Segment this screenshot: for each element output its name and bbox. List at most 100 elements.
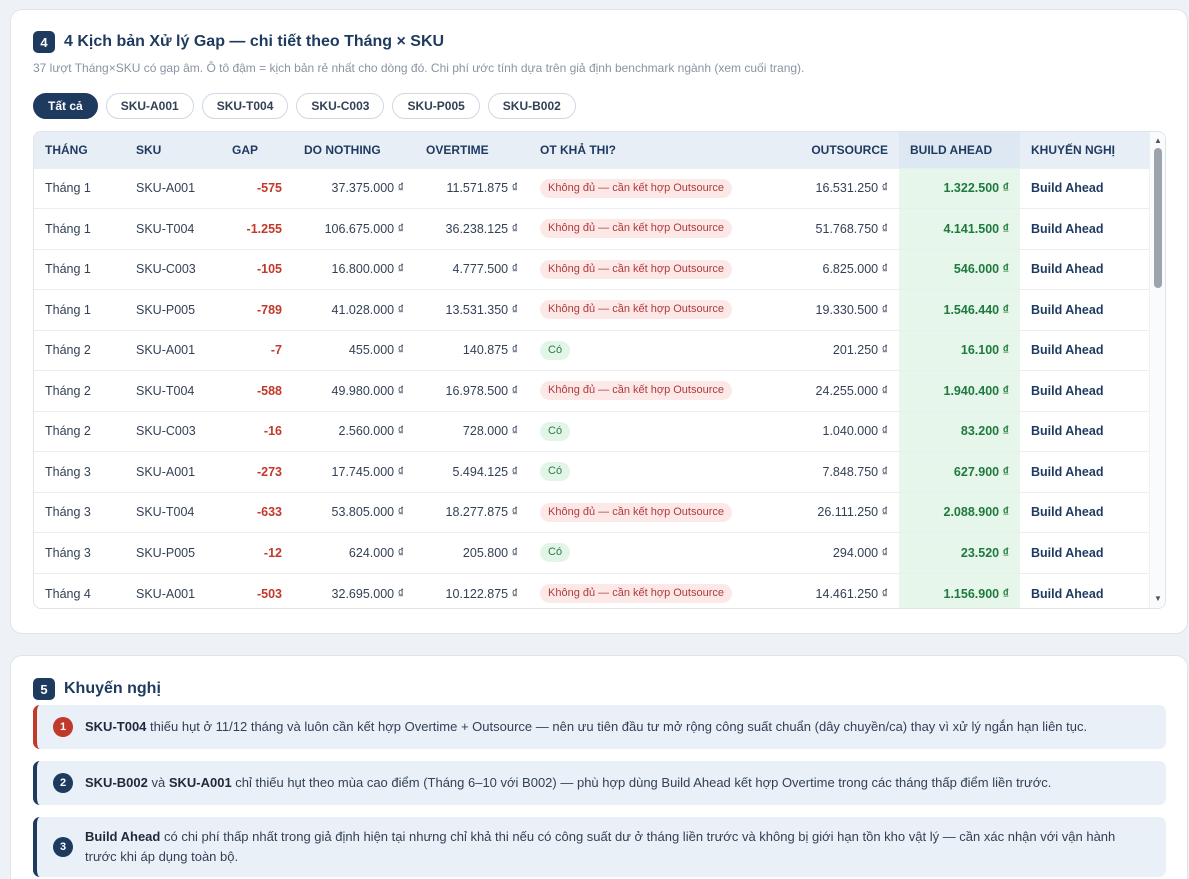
cell-build-ahead: 1.156.900 ₫	[899, 573, 1020, 608]
cell-build-ahead: 16.100 ₫	[899, 330, 1020, 371]
column-header-build-ahead[interactable]: BUILD AHEAD	[899, 132, 1020, 168]
cell-month: Tháng 3	[45, 505, 91, 520]
section-title: Khuyến nghị	[64, 680, 161, 697]
filter-chip-all[interactable]: Tất cả	[33, 93, 98, 119]
cell-recommendation: Build Ahead	[1031, 262, 1104, 277]
cell-overtime: 18.277.875 ₫	[445, 505, 518, 520]
cell-sku: SKU-A001	[136, 343, 196, 358]
column-header-gap[interactable]: GAP	[232, 142, 259, 157]
cell-gap: -7	[270, 343, 282, 358]
table-row: Tháng 3 SKU-A001 -273 17.745.000 ₫ 5.494.125…	[34, 451, 1151, 492]
cell-overtime: 10.122.875 ₫	[445, 586, 518, 601]
table-scrollbar[interactable]: ▲ ▼	[1149, 132, 1165, 608]
ot-feasibility-badge: Có	[540, 462, 571, 482]
column-header-overtime[interactable]: OVERTIME	[426, 142, 489, 157]
cell-month: Tháng 1	[45, 181, 91, 196]
recommendation-item: 2 SKU-B002 và SKU-A001 chỉ thiếu hụt the…	[33, 761, 1166, 805]
section-number-badge: 5	[33, 678, 55, 700]
cell-build-ahead: 4.141.500 ₫	[899, 208, 1020, 249]
cell-gap: -1.255	[246, 221, 282, 236]
cell-recommendation: Build Ahead	[1031, 221, 1104, 236]
cell-sku: SKU-A001	[136, 181, 196, 196]
cell-gap: -503	[256, 586, 282, 601]
cell-sku: SKU-T004	[136, 221, 195, 236]
cell-overtime: 5.494.125 ₫	[452, 464, 519, 479]
cell-gap: -633	[256, 505, 282, 520]
cell-do-nothing: 49.980.000 ₫	[331, 383, 404, 398]
recommendation-card: 5 Khuyến nghị 1 SKU-T004 thiếu hụt ở 11/…	[10, 655, 1188, 879]
sku-filter-bar: Tất cả SKU-A001 SKU-T004 SKU-C003 SKU-P0…	[33, 93, 576, 119]
cell-recommendation: Build Ahead	[1031, 464, 1104, 479]
cell-outsource: 24.255.000 ₫	[815, 383, 888, 398]
cell-ot-feasible: Không đủ — cần kết hợp Outsource	[529, 573, 789, 608]
scrollbar-thumb[interactable]	[1154, 148, 1162, 288]
cell-recommendation: Build Ahead	[1031, 424, 1104, 439]
filter-chip-sku-b002[interactable]: SKU-B002	[487, 93, 576, 119]
table-row: Tháng 1 SKU-A001 -575 37.375.000 ₫ 11.571.87…	[34, 168, 1151, 209]
cell-ot-feasible: Không đủ — cần kết hợp Outsource	[529, 249, 789, 290]
cell-do-nothing: 16.800.000 ₫	[331, 262, 404, 277]
cell-do-nothing: 53.805.000 ₫	[331, 505, 404, 520]
column-header-outsource[interactable]: OUTSOURCE	[811, 142, 888, 157]
cell-do-nothing: 106.675.000 ₫	[324, 221, 404, 236]
recommendation-number: 1	[53, 717, 73, 737]
ot-feasibility-badge: Không đủ — cần kết hợp Outsource	[540, 300, 732, 320]
ot-feasibility-badge: Có	[540, 421, 571, 441]
table-row: Tháng 1 SKU-C003 -105 16.800.000 ₫ 4.777.500…	[34, 249, 1151, 290]
scroll-down-arrow-icon[interactable]: ▼	[1154, 594, 1162, 603]
filter-chip-sku-p005[interactable]: SKU-P005	[392, 93, 480, 119]
column-header-ot-feasible[interactable]: OT KHẢ THI?	[540, 142, 616, 157]
cell-gap: -16	[263, 424, 282, 439]
cell-recommendation: Build Ahead	[1031, 343, 1104, 358]
cell-ot-feasible: Có	[529, 330, 789, 371]
cell-outsource: 201.250 ₫	[832, 343, 888, 358]
ot-feasibility-badge: Không đủ — cần kết hợp Outsource	[540, 178, 732, 198]
cell-build-ahead: 546.000 ₫	[899, 249, 1020, 290]
cell-recommendation: Build Ahead	[1031, 181, 1104, 196]
ot-feasibility-badge: Không đủ — cần kết hợp Outsource	[540, 584, 732, 603]
column-header-sku[interactable]: SKU	[136, 142, 162, 157]
column-header-recommendation[interactable]: KHUYẾN NGHỊ	[1031, 142, 1116, 157]
cell-outsource: 19.330.500 ₫	[815, 302, 888, 317]
cell-outsource: 294.000 ₫	[832, 545, 888, 560]
recommendation-text: SKU-B002 và SKU-A001 chỉ thiếu hụt theo …	[85, 775, 1052, 790]
cell-do-nothing: 455.000 ₫	[348, 343, 404, 358]
cell-outsource: 7.848.750 ₫	[822, 464, 889, 479]
cell-build-ahead: 627.900 ₫	[899, 451, 1020, 492]
cell-build-ahead: 1.546.440 ₫	[899, 289, 1020, 330]
section-title: 4 Kịch bản Xử lý Gap — chi tiết theo Thá…	[64, 33, 445, 50]
cell-gap: -273	[256, 464, 282, 479]
cell-ot-feasible: Không đủ — cần kết hợp Outsource	[529, 492, 789, 533]
ot-feasibility-badge: Có	[540, 543, 571, 563]
recommendation-number: 2	[53, 773, 73, 793]
cell-ot-feasible: Có	[529, 533, 789, 574]
column-header-month[interactable]: THÁNG	[45, 142, 88, 157]
ot-feasibility-badge: Không đủ — cần kết hợp Outsource	[540, 502, 732, 522]
cell-do-nothing: 41.028.000 ₫	[331, 302, 404, 317]
filter-chip-sku-c003[interactable]: SKU-C003	[296, 93, 385, 119]
section-header: 5 Khuyến nghị	[33, 678, 161, 700]
table-body: Tháng 1 SKU-A001 -575 37.375.000 ₫ 11.571.87…	[34, 168, 1151, 608]
table-row: Tháng 2 SKU-C003 -16 2.560.000 ₫ 728.000 ₫ Có…	[34, 411, 1151, 452]
cell-outsource: 26.111.250 ₫	[817, 505, 888, 520]
cell-build-ahead: 2.088.900 ₫	[899, 492, 1020, 533]
scroll-up-arrow-icon[interactable]: ▲	[1154, 136, 1162, 145]
filter-chip-sku-t004[interactable]: SKU-T004	[201, 93, 289, 119]
cell-sku: SKU-P005	[136, 545, 196, 560]
scenario-table: THÁNG SKU GAP DO NOTHING OVERTIME OT KHẢ…	[34, 132, 1151, 608]
scenario-table-container[interactable]: THÁNG SKU GAP DO NOTHING OVERTIME OT KHẢ…	[33, 131, 1166, 609]
column-header-do-nothing[interactable]: DO NOTHING	[304, 142, 381, 157]
cell-outsource: 14.461.250 ₫	[815, 586, 888, 601]
cell-sku: SKU-A001	[136, 464, 196, 479]
cell-overtime: 13.531.350 ₫	[445, 302, 518, 317]
cell-gap: -588	[256, 383, 282, 398]
cell-month: Tháng 2	[45, 424, 91, 439]
cell-do-nothing: 17.745.000 ₫	[331, 464, 404, 479]
section-number-badge: 4	[33, 31, 55, 53]
filter-chip-sku-a001[interactable]: SKU-A001	[105, 93, 194, 119]
cell-overtime: 140.875 ₫	[462, 343, 518, 358]
cell-do-nothing: 32.695.000 ₫	[331, 586, 404, 601]
cell-gap: -575	[256, 181, 282, 196]
cell-sku: SKU-C003	[136, 262, 196, 277]
cell-build-ahead: 83.200 ₫	[899, 411, 1020, 452]
